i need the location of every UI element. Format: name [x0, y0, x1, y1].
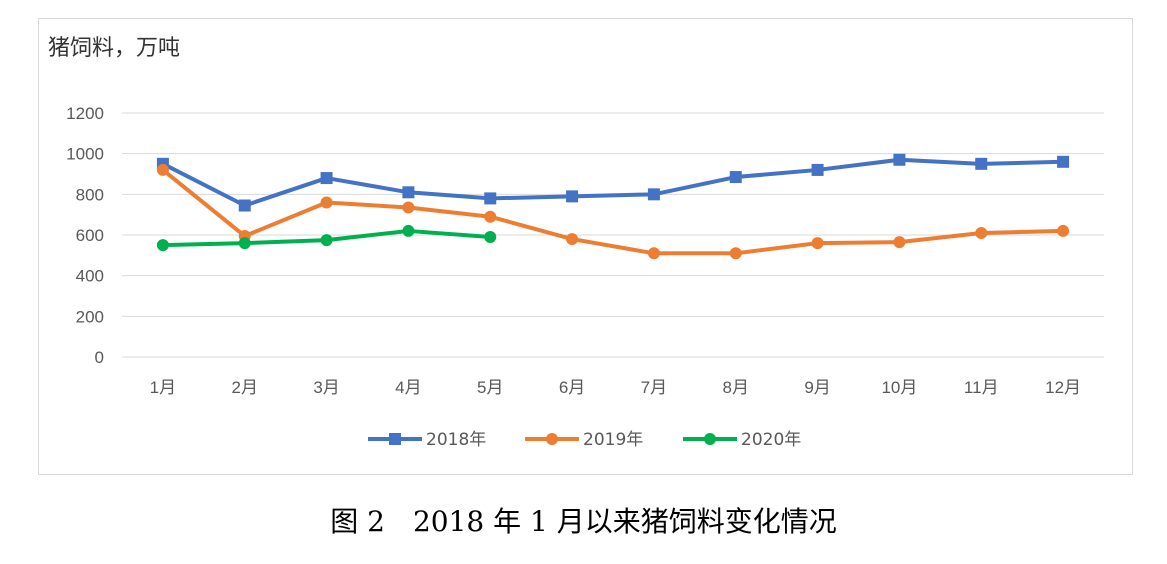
x-tick-label: 12月 [1045, 378, 1081, 397]
x-tick-label: 7月 [641, 378, 667, 397]
data-point [156, 239, 169, 252]
y-tick-label: 400 [76, 267, 104, 286]
data-point [238, 237, 251, 250]
legend-marker [389, 433, 401, 445]
y-tick-label: 1000 [66, 145, 104, 164]
data-point [811, 237, 824, 250]
x-tick-label: 2月 [232, 378, 258, 397]
data-point [566, 233, 579, 246]
data-point [484, 210, 497, 223]
y-tick-label: 800 [76, 185, 104, 204]
x-tick-label: 4月 [395, 378, 421, 397]
x-tick-label: 3月 [313, 378, 339, 397]
x-tick-label: 5月 [477, 378, 503, 397]
legend-marker [704, 433, 716, 445]
data-point [238, 199, 251, 212]
data-point [975, 226, 988, 239]
series-line-2019年 [161, 168, 1064, 256]
legend-label: 2018年 [426, 430, 486, 450]
data-point [729, 247, 742, 260]
data-point [320, 234, 333, 247]
series-line-2018年 [162, 157, 1064, 208]
x-tick-label: 9月 [804, 378, 830, 397]
data-point [893, 153, 906, 166]
data-point [320, 172, 333, 185]
data-point [729, 171, 742, 184]
data-point [402, 201, 415, 214]
data-point [566, 190, 579, 203]
data-point [156, 163, 169, 176]
data-point [1057, 224, 1070, 237]
line-chart: 0 200 400 600 800 1000 1200 1月 2月 3月 4月 5月 6月 7月 8月 9月 1… [66, 104, 1104, 450]
data-point [975, 157, 988, 170]
chart-frame [38, 18, 1133, 475]
data-point [402, 224, 415, 237]
data-point [484, 192, 497, 205]
y-tick-label: 0 [95, 348, 104, 367]
x-tick-label: 11月 [964, 378, 999, 397]
data-point [893, 236, 906, 249]
figure-caption: 图 2 2018 年 1 月以来猪饲料变化情况 [330, 505, 837, 538]
legend-label: 2019年 [583, 430, 643, 450]
x-tick-label: 1月 [150, 378, 176, 397]
y-tick-label: 200 [76, 307, 104, 326]
legend-marker [546, 433, 558, 445]
data-point [320, 196, 333, 209]
x-tick-label: 8月 [723, 378, 749, 397]
legend-label: 2020年 [741, 430, 801, 450]
y-tick-label: 1200 [66, 104, 104, 123]
data-point [1057, 155, 1070, 168]
x-tick-label: 6月 [559, 378, 585, 397]
data-point [484, 231, 497, 244]
y-tick-label: 600 [76, 226, 104, 245]
y-axis-label: 猪饲料，万吨 [48, 36, 181, 61]
data-point [402, 186, 415, 199]
data-point [811, 163, 824, 176]
x-tick-label: 10月 [881, 378, 917, 397]
data-point [647, 247, 660, 260]
data-point [647, 188, 660, 201]
